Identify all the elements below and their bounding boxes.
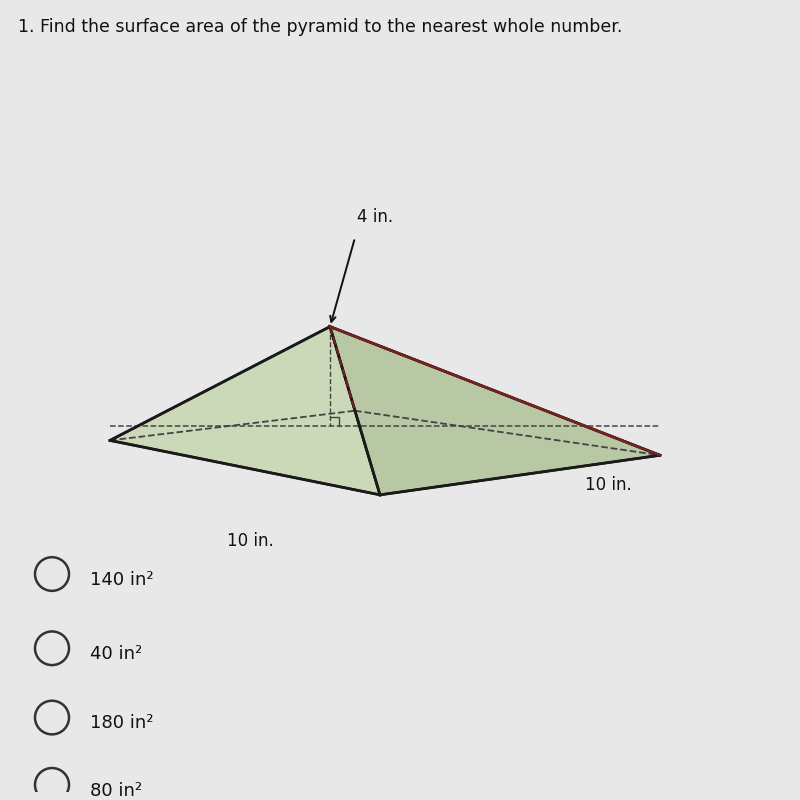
Text: 4 in.: 4 in.	[357, 208, 393, 226]
Text: 1. Find the surface area of the pyramid to the nearest whole number.: 1. Find the surface area of the pyramid …	[18, 18, 622, 36]
Text: 140 in²: 140 in²	[90, 571, 154, 589]
Polygon shape	[330, 326, 660, 495]
Polygon shape	[110, 326, 380, 495]
Text: 10 in.: 10 in.	[226, 533, 274, 550]
Text: 180 in²: 180 in²	[90, 714, 154, 733]
Text: 10 in.: 10 in.	[585, 476, 632, 494]
Polygon shape	[330, 326, 660, 455]
Polygon shape	[110, 410, 660, 495]
Polygon shape	[110, 326, 355, 441]
Text: 40 in²: 40 in²	[90, 645, 142, 663]
Text: 80 in²: 80 in²	[90, 782, 142, 800]
